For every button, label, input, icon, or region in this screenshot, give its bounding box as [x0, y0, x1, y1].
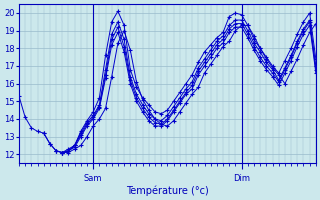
X-axis label: Température (°c): Température (°c)	[126, 185, 209, 196]
